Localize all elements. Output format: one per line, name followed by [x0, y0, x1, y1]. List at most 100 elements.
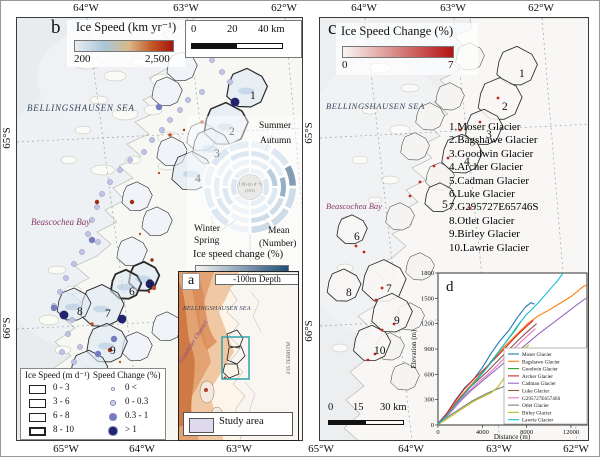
study-area-swatch	[189, 418, 214, 433]
glacier-basin-outline	[435, 82, 465, 111]
lat-left-c-66: 66°S	[303, 320, 316, 342]
chart-legend-label: Moser Glacier	[522, 352, 552, 358]
scalebar-b-box	[185, 20, 302, 58]
season-ring-cell	[265, 166, 279, 188]
lon-top-b-64: 64°W	[73, 2, 99, 14]
panel-d-elevation-chart: d Distance (m) Elevation (m) 0 4000 8000 12…	[409, 265, 589, 441]
bay-label-c: Beascochea Bay	[326, 201, 382, 211]
season-ring-cell	[202, 187, 217, 211]
season-ring-cell	[226, 220, 250, 235]
season-ring-cell	[261, 176, 270, 198]
scalebar-c-15: 15	[353, 402, 364, 413]
season-ring-cell	[249, 193, 268, 208]
speed-change-dot-medium	[88, 236, 96, 244]
glacier-list-item: 2.Bagshawe Glacier	[449, 134, 538, 147]
change-class-dot	[110, 400, 116, 406]
season-ring-cell	[214, 196, 233, 217]
panel-c-letter: c	[328, 18, 337, 39]
y-tick-label: 1200	[421, 321, 434, 328]
ice-speed-streak	[65, 303, 81, 311]
season-center-count: (101)	[245, 188, 255, 193]
speed-change-dot-medium	[110, 335, 118, 343]
panel-a-region-inset: a -100m Depth BELLINGSHAUSEN SEA Grandid…	[178, 271, 299, 441]
season-ring-cell	[249, 202, 271, 216]
speed-change-dot-small	[227, 79, 233, 85]
season-ring-cell	[221, 186, 235, 208]
change-class-dot	[109, 413, 117, 421]
lon-bottom-c-65: 65°W	[308, 443, 334, 455]
speed-change-dot-small	[99, 191, 105, 197]
colorbar-b-gradient	[74, 40, 174, 52]
speed-change-dot-small	[141, 149, 147, 155]
speed-change-spot	[458, 128, 462, 132]
lon-bottom-b-63: 63°W	[226, 443, 252, 455]
speed-change-dot-large	[145, 279, 155, 289]
season-autumn: Autumn	[260, 136, 292, 146]
glacier-number-c-9: 9	[394, 315, 400, 327]
panel-b-letter: b	[51, 17, 61, 38]
season-ring-cell	[267, 157, 286, 178]
speed-change-dot-medium	[50, 304, 58, 312]
speed-change-dot-small	[209, 57, 215, 63]
speed-class-swatch	[29, 399, 46, 408]
lon-bottom-b-65: 65°W	[53, 443, 79, 455]
x-tick-label: 8000	[520, 429, 533, 436]
speed-change-spot	[373, 352, 377, 356]
speed-change-dot-small	[71, 261, 77, 267]
glacier-basin-outline	[116, 236, 148, 267]
glacier-number-c-7: 7	[386, 283, 392, 295]
high-speed-spot	[182, 128, 186, 132]
glacier-number-c-5: 5	[442, 199, 448, 211]
lat-left-b-66: 66°S	[1, 317, 14, 339]
y-tick-label: 300	[424, 397, 434, 404]
glacier-number-b-6: 6	[129, 286, 135, 298]
glacier-basin-outline	[151, 76, 183, 107]
glacier-list-item: 3.Goodwin Glacier	[449, 147, 534, 160]
panel-d-letter: d	[446, 279, 454, 295]
x-tick-label: 12000	[563, 429, 579, 436]
speed-change-dot-small	[95, 239, 101, 245]
speed-change-dot-small	[65, 331, 71, 337]
glacier-list-item: 1.Moser Glacier	[449, 121, 521, 133]
glacier-list-item: 8.Otlet Glacier	[449, 214, 515, 227]
chart-legend-label: Luke Glacier	[522, 389, 549, 395]
glacier-basin-outline	[79, 284, 125, 327]
speed-change-spot	[468, 206, 472, 210]
speed-class-swatch	[29, 385, 46, 394]
ice-speed-streak	[238, 87, 254, 95]
sea-label-b: BELLINGSHAUSEN SEA	[27, 103, 135, 113]
season-summer: Summer	[259, 121, 292, 131]
glacier-basin-outline	[326, 268, 362, 302]
lon-top-b-62: 62°W	[271, 2, 297, 14]
x-tick-label: 0	[436, 429, 439, 436]
change-class-label: > 1	[125, 424, 137, 434]
profile-line-lawrie-glacier	[438, 273, 564, 425]
chart-legend-label: Cadman Glacier	[522, 381, 556, 387]
season-ring-cell	[209, 146, 231, 168]
glacier-number-b-5: 5	[147, 278, 153, 290]
speed-change-dot-medium	[155, 103, 163, 111]
ice-speed-streak	[117, 283, 133, 291]
colorbar-c-max: 7	[448, 59, 454, 71]
high-speed-spot	[151, 285, 157, 291]
speed-change-dot-small	[127, 157, 133, 163]
glacier-number-b-2: 2	[229, 126, 235, 138]
speed-change-spot	[408, 194, 412, 198]
high-speed-spot	[118, 360, 122, 364]
y-tick-label: 600	[424, 371, 434, 378]
speed-change-dot-small	[159, 127, 165, 133]
season-spring: Spring	[194, 236, 220, 246]
speed-change-dot-small	[85, 231, 91, 237]
lon-top-c-63: 63°W	[440, 2, 466, 14]
legend-b-box: Ice Speed (m d⁻¹) Speed Change (%) 0 - 3…	[20, 368, 166, 440]
lon-top-c-62: 62°W	[528, 2, 554, 14]
season-ring-cell	[249, 158, 271, 172]
high-speed-spot	[168, 133, 172, 137]
sea-label-a: BELLINGSHAUSEN SEA	[183, 305, 251, 312]
speed-change-spot	[496, 96, 500, 100]
speed-change-spot	[374, 298, 378, 302]
ice-speed-streak	[202, 145, 218, 153]
chart-ylabel: Elevation (m)	[410, 329, 418, 368]
speed-change-spot	[432, 164, 436, 168]
